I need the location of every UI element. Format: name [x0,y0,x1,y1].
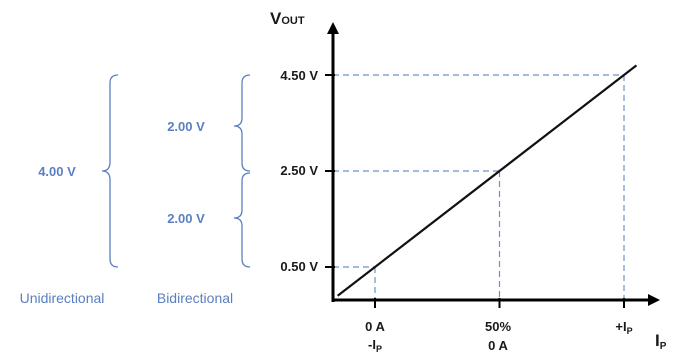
x-tick-label: 0 A [365,319,385,334]
y-tick-label: 4.50 V [280,68,318,83]
x-tick-label: +IP [615,319,632,336]
unidir-span-label: 4.00 V [38,164,76,179]
series-line [336,64,638,297]
x-axis-title: IP [655,331,667,352]
x-tick-label: 50% [485,319,511,334]
y-tick-label: 2.50 V [280,163,318,178]
x-tick-sublabel: -IP [368,337,382,354]
axes [327,22,660,306]
upper-bracket [233,74,251,172]
lower-bracket [233,172,251,268]
x-tick-sublabel: 0 A [488,338,508,353]
bidir-title: Bidirectional [157,290,233,306]
unidir-title: Unidirectional [20,290,105,306]
y-axis-title: VOUT [270,9,305,28]
guide-lines [325,74,625,308]
unidirectional-bracket [101,74,119,268]
full-bracket [101,74,119,268]
bidir-upper-label: 2.00 V [167,119,205,134]
bidirectional-brackets [233,74,251,268]
y-tick-label: 0.50 V [280,259,318,274]
bidir-lower-label: 2.00 V [167,211,205,226]
